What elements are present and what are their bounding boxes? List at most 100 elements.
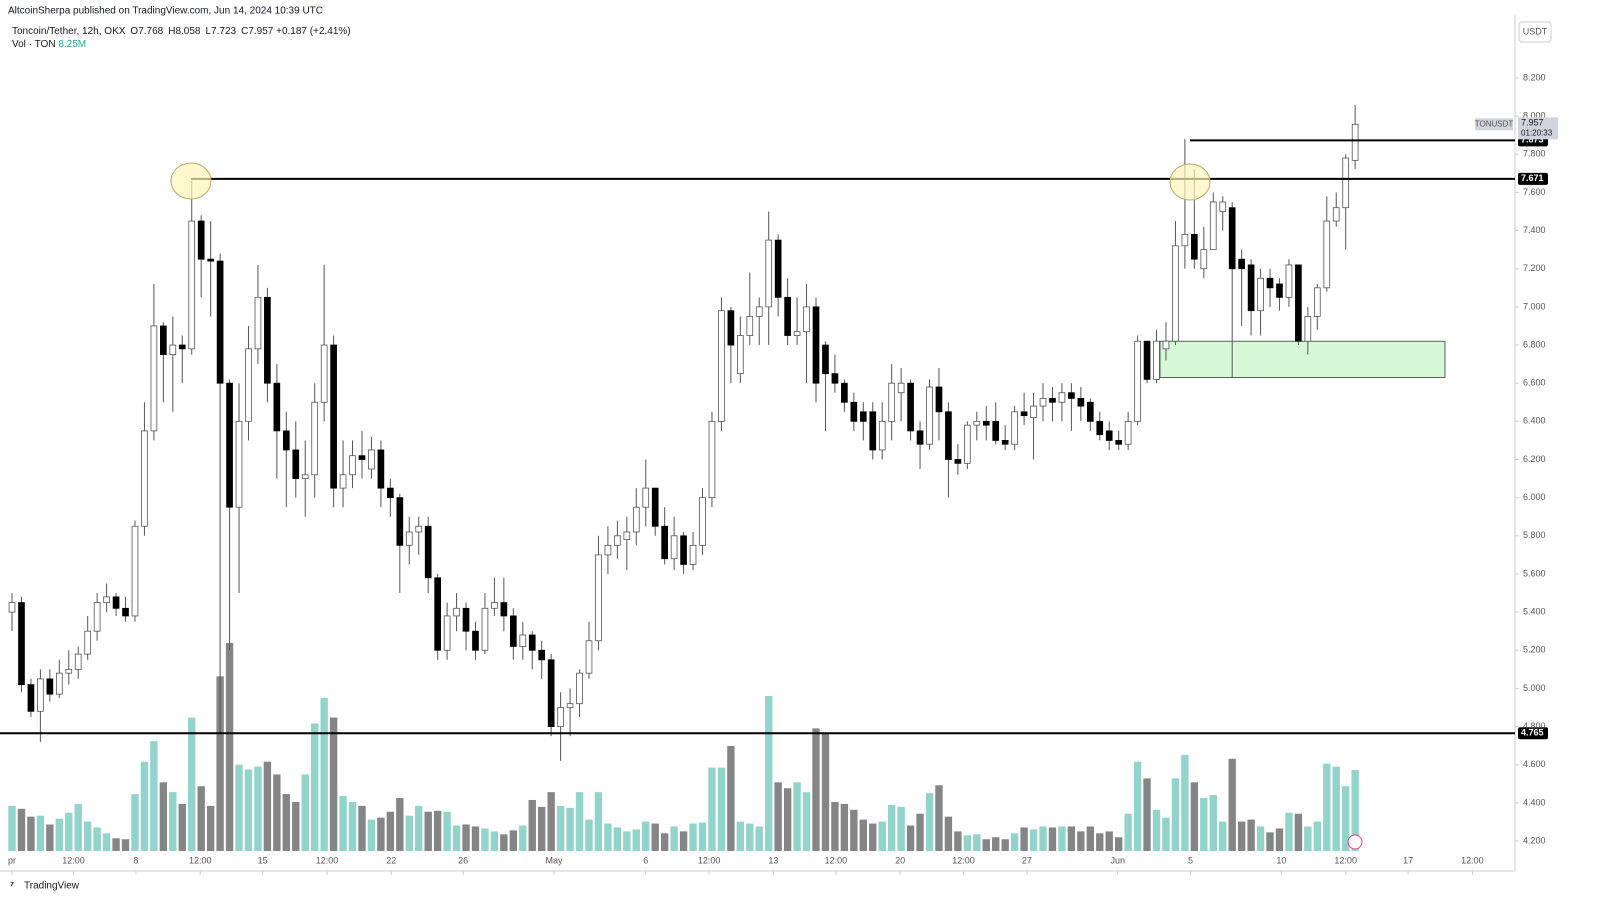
x-tick-label: 12:00	[698, 855, 721, 865]
volume-bar	[1096, 833, 1104, 851]
x-tick-label: 27	[1022, 855, 1032, 865]
candle-body	[869, 411, 877, 451]
candle-body	[888, 382, 896, 422]
volume-bar	[1237, 821, 1246, 851]
volume-bar	[1219, 821, 1227, 851]
candle-body	[368, 449, 375, 470]
volume-bar	[1332, 766, 1340, 851]
candle-body	[614, 535, 621, 546]
x-tick-label: 13	[768, 855, 778, 865]
candle-body	[651, 487, 659, 527]
volume-bar	[575, 792, 584, 851]
volume-bar	[36, 815, 45, 851]
candle-body	[595, 554, 602, 642]
volume-bar	[377, 817, 385, 851]
axis-layer: 4.200 4.400 4.600 4.800 5.000 5.200 5.400 5.600…	[8, 72, 1558, 875]
candle-body	[822, 344, 829, 375]
volume-bar	[178, 803, 186, 851]
published-by: AltcoinSherpa published on TradingView.c…	[8, 6, 323, 17]
volume-bar	[793, 782, 801, 851]
volume-bar	[150, 741, 158, 851]
volume-bar	[1294, 813, 1303, 851]
candle-body	[964, 424, 971, 464]
ohlc-value: 7.723	[211, 26, 236, 37]
last-price-box	[1518, 117, 1558, 140]
candle-body	[330, 344, 337, 489]
volume-bar	[396, 798, 404, 851]
x-tick-label: pr	[8, 855, 16, 865]
volume-bar	[632, 829, 640, 851]
candle-body	[982, 420, 990, 426]
volume-bar	[1304, 826, 1312, 851]
candle-body	[1068, 392, 1075, 399]
volume-bar	[206, 805, 215, 851]
volume-bar	[1048, 827, 1057, 851]
volume-label: Vol · TON	[12, 39, 56, 50]
x-tick-label: 12:00	[189, 855, 212, 865]
candle-body	[273, 382, 281, 432]
volume-bar	[27, 816, 35, 851]
volume-bar	[850, 809, 858, 851]
symbol: Toncoin/Tether, 12h, OKX	[12, 26, 126, 37]
volume-bar	[197, 786, 205, 851]
candle-body	[46, 678, 54, 695]
candle-body	[1077, 398, 1085, 407]
highlight-circle	[170, 162, 212, 200]
brand: TradingView	[24, 881, 80, 892]
x-tick-label: 6	[643, 855, 648, 865]
volume-bar	[46, 824, 54, 851]
x-tick-label: 5	[1188, 855, 1193, 865]
volume-bar	[358, 805, 366, 851]
volume-bar	[566, 807, 574, 851]
y-tick-label: 7.800	[1523, 149, 1546, 159]
candle-body	[1323, 220, 1331, 289]
candle-body	[1049, 398, 1056, 403]
candle-body	[727, 310, 735, 346]
volume-bar	[471, 826, 480, 851]
candle-body	[320, 344, 328, 403]
candle-body	[831, 373, 839, 384]
volume-bar	[1285, 812, 1293, 851]
candle-body	[708, 420, 716, 499]
x-tick-label: 12:00	[62, 855, 85, 865]
candle-body	[1219, 201, 1227, 212]
volume-bar	[1114, 837, 1123, 851]
candle-body	[1304, 316, 1312, 342]
brand-logo: ⁷	[10, 881, 14, 892]
volume-bar	[1067, 826, 1076, 851]
candle-body	[1200, 249, 1208, 270]
level-tag	[1518, 172, 1548, 185]
volume-bar	[1171, 778, 1180, 851]
volume-bar	[585, 819, 593, 851]
candle-body	[576, 672, 583, 705]
volume-bar	[1181, 754, 1189, 851]
volume-bar	[159, 782, 168, 851]
y-tick-label: 7.000	[1523, 301, 1546, 311]
candle-body	[1313, 287, 1321, 317]
last-price: 7.957	[1521, 118, 1544, 128]
candle-body	[1153, 340, 1160, 380]
volume-bar	[935, 785, 943, 851]
candle-body	[1001, 440, 1009, 445]
volume-bar	[613, 827, 622, 851]
candle-body	[37, 678, 44, 712]
volume-bar	[925, 793, 934, 851]
countdown: 01:20:33	[1521, 128, 1553, 137]
volume-bar	[1351, 770, 1359, 851]
ohlc-value: 8.058	[175, 26, 200, 37]
volume-bar	[869, 823, 877, 851]
x-tick-label: 26	[458, 855, 468, 865]
y-tick-label: 4.200	[1523, 835, 1546, 845]
candle-body	[339, 474, 347, 489]
candle-body	[1124, 420, 1132, 445]
candle-body	[538, 649, 546, 661]
volume-bar	[386, 811, 395, 851]
candle-body	[491, 602, 498, 609]
volume-bar	[670, 826, 678, 851]
volume-bar	[642, 821, 650, 851]
x-tick-label: Jun	[1110, 855, 1125, 865]
volume-bar	[594, 792, 603, 851]
volume-bar	[1143, 778, 1151, 851]
volume-bar	[112, 838, 120, 851]
x-tick-label: 15	[258, 855, 268, 865]
